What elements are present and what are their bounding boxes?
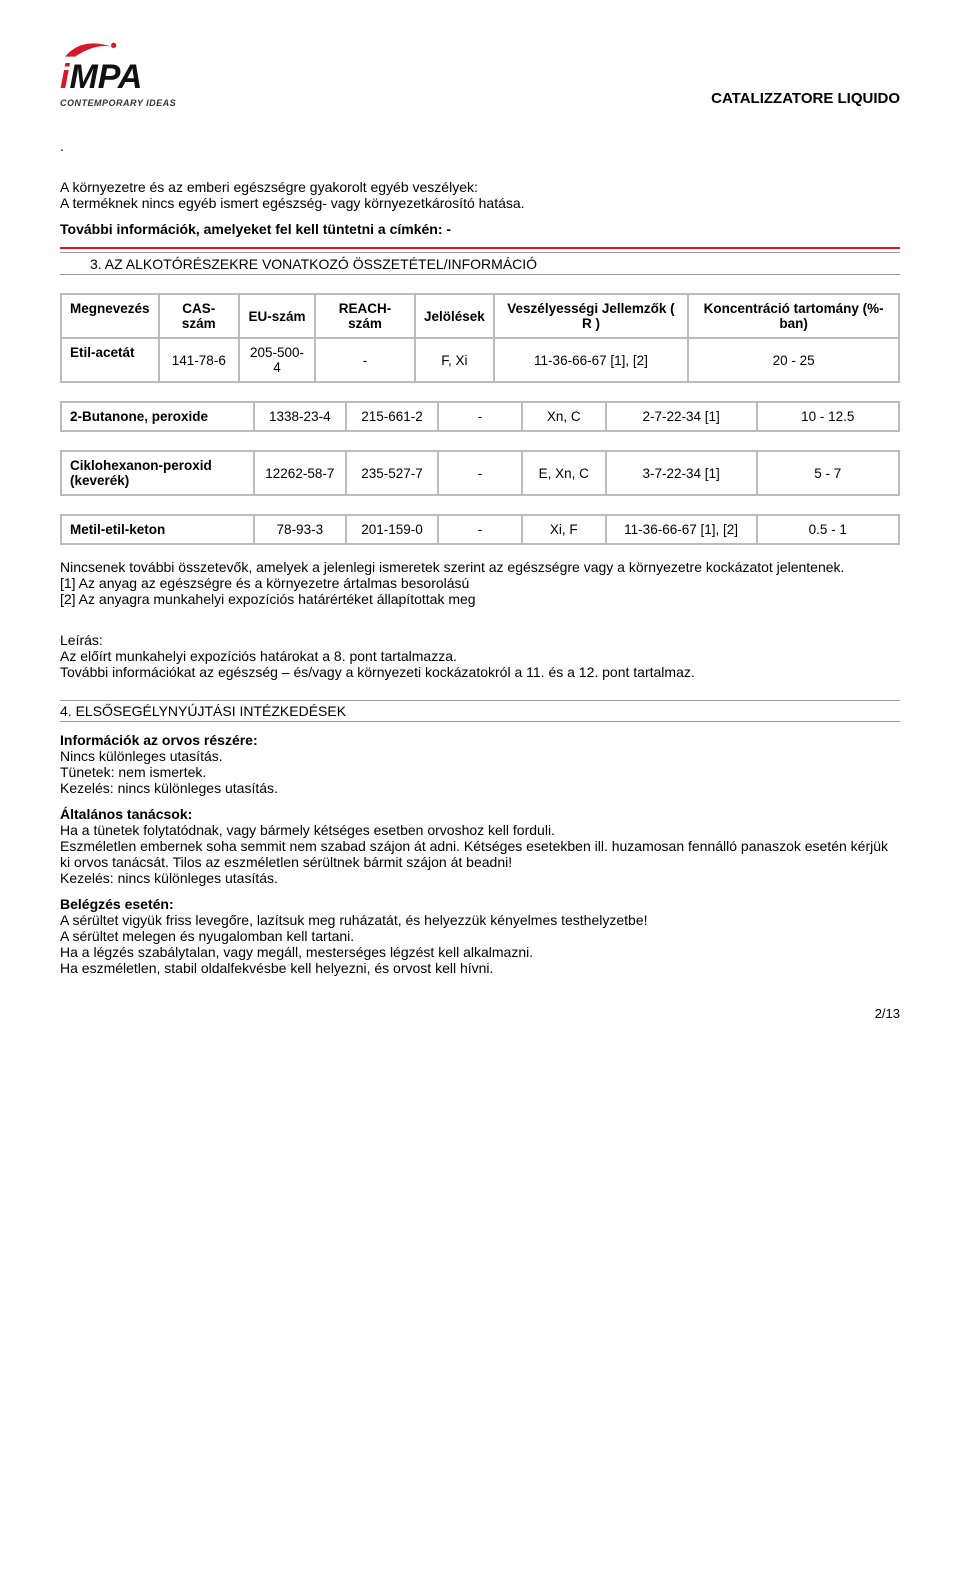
table-row: 2-Butanone, peroxide 1338-23-4 215-661-2… bbox=[61, 402, 899, 431]
inhalation-heading: Belégzés esetén: bbox=[60, 896, 900, 912]
further-info-line: További információk, amelyeket fel kell … bbox=[60, 221, 900, 237]
inhalation-line4: Ha eszméletlen, stabil oldalfekvésbe kel… bbox=[60, 960, 900, 976]
col-hazard: Veszélyességi Jellemzők ( R ) bbox=[494, 294, 688, 338]
inhalation-block: Belégzés esetén: A sérültet vigyük friss… bbox=[60, 896, 900, 976]
cell-symbols: Xi, F bbox=[522, 515, 606, 544]
swoosh-icon bbox=[60, 40, 130, 60]
cell-eu: 215-661-2 bbox=[346, 402, 438, 431]
cell-cas: 1338-23-4 bbox=[254, 402, 346, 431]
header: iMPA CONTEMPORARY IDEAS CATALIZZATORE LI… bbox=[60, 40, 900, 108]
general-line2: Eszméletlen embernek soha semmit nem sza… bbox=[60, 838, 900, 870]
leading-dot: . bbox=[60, 138, 900, 154]
general-advice-block: Általános tanácsok: Ha a tünetek folytat… bbox=[60, 806, 900, 886]
general-line1: Ha a tünetek folytatódnak, vagy bármely … bbox=[60, 822, 900, 838]
env-hazard-para: A környezetre és az emberi egészségre gy… bbox=[60, 179, 900, 211]
desc-line2: További információkat az egészség – és/v… bbox=[60, 664, 900, 680]
cell-symbols: F, Xi bbox=[415, 338, 494, 382]
doctor-heading: Információk az orvos részére: bbox=[60, 732, 900, 748]
cell-eu: 205-500-4 bbox=[239, 338, 315, 382]
doctor-line3: Kezelés: nincs különleges utasítás. bbox=[60, 780, 900, 796]
cell-cas: 78-93-3 bbox=[254, 515, 346, 544]
logo-text: iMPA bbox=[60, 60, 176, 94]
col-reach: REACH-szám bbox=[315, 294, 415, 338]
description-block: Leírás: Az előírt munkahelyi expozíciós … bbox=[60, 632, 900, 680]
desc-label: Leírás: bbox=[60, 632, 900, 648]
composition-table-1: Megnevezés CAS-szám EU-szám REACH-szám J… bbox=[60, 293, 900, 383]
table-header-row: Megnevezés CAS-szám EU-szám REACH-szám J… bbox=[61, 294, 899, 338]
cell-eu: 235-527-7 bbox=[346, 451, 438, 495]
cell-reach: - bbox=[315, 338, 415, 382]
inhalation-line1: A sérültet vigyük friss levegőre, lazíts… bbox=[60, 912, 900, 928]
cell-reach: - bbox=[438, 451, 522, 495]
cell-cas: 12262-58-7 bbox=[254, 451, 346, 495]
logo-tagline: CONTEMPORARY IDEAS bbox=[60, 98, 176, 108]
section4-bar: 4. ELSŐSEGÉLYNYÚJTÁSI INTÉZKEDÉSEK bbox=[60, 700, 900, 722]
cell-name: Metil-etil-keton bbox=[61, 515, 254, 544]
cell-eu: 201-159-0 bbox=[346, 515, 438, 544]
section4-title: 4. ELSŐSEGÉLYNYÚJTÁSI INTÉZKEDÉSEK bbox=[60, 703, 346, 719]
table-row: Etil-acetát 141-78-6 205-500-4 - F, Xi 1… bbox=[61, 338, 899, 382]
col-name: Megnevezés bbox=[61, 294, 159, 338]
env-hazard-line1: A környezetre és az emberi egészségre gy… bbox=[60, 179, 478, 195]
cell-hazard: 11-36-66-67 [1], [2] bbox=[494, 338, 688, 382]
section3-title: 3. AZ ALKOTÓRÉSZEKRE VONATKOZÓ ÖSSZETÉTE… bbox=[90, 256, 537, 272]
cell-hazard: 11-36-66-67 [1], [2] bbox=[606, 515, 757, 544]
cell-conc: 10 - 12.5 bbox=[757, 402, 900, 431]
inhalation-line3: Ha a légzés szabálytalan, vagy megáll, m… bbox=[60, 944, 900, 960]
cell-name: 2-Butanone, peroxide bbox=[61, 402, 254, 431]
cell-symbols: E, Xn, C bbox=[522, 451, 606, 495]
document-title: CATALIZZATORE LIQUIDO bbox=[711, 90, 900, 107]
cell-hazard: 2-7-22-34 [1] bbox=[606, 402, 757, 431]
cell-name: Etil-acetát bbox=[61, 338, 159, 382]
col-symbols: Jelölések bbox=[415, 294, 494, 338]
footnote-intro: Nincsenek további összetevők, amelyek a … bbox=[60, 559, 900, 575]
logo-letters-mpa: MPA bbox=[69, 58, 142, 96]
footnote-1: [1] Az anyag az egészségre és a környeze… bbox=[60, 575, 900, 591]
doctor-info-block: Információk az orvos részére: Nincs külö… bbox=[60, 732, 900, 796]
col-conc: Koncentráció tartomány (%-ban) bbox=[688, 294, 899, 338]
composition-table-4: Metil-etil-keton 78-93-3 201-159-0 - Xi,… bbox=[60, 514, 900, 545]
inhalation-line2: A sérültet melegen és nyugalomban kell t… bbox=[60, 928, 900, 944]
table-row: Ciklohexanon-peroxid (keverék) 12262-58-… bbox=[61, 451, 899, 495]
doctor-line2: Tünetek: nem ismertek. bbox=[60, 764, 900, 780]
cell-cas: 141-78-6 bbox=[159, 338, 240, 382]
col-cas: CAS-szám bbox=[159, 294, 240, 338]
env-hazard-line2: A terméknek nincs egyéb ismert egészség-… bbox=[60, 195, 525, 211]
cell-hazard: 3-7-22-34 [1] bbox=[606, 451, 757, 495]
table-row: Metil-etil-keton 78-93-3 201-159-0 - Xi,… bbox=[61, 515, 899, 544]
general-heading: Általános tanácsok: bbox=[60, 806, 900, 822]
col-eu: EU-szám bbox=[239, 294, 315, 338]
desc-line1: Az előírt munkahelyi expozíciós határoka… bbox=[60, 648, 900, 664]
composition-table-3: Ciklohexanon-peroxid (keverék) 12262-58-… bbox=[60, 450, 900, 496]
footnote-2: [2] Az anyagra munkahelyi expozíciós hat… bbox=[60, 591, 900, 607]
cell-conc: 20 - 25 bbox=[688, 338, 899, 382]
cell-symbols: Xn, C bbox=[522, 402, 606, 431]
section3-bar: 3. AZ ALKOTÓRÉSZEKRE VONATKOZÓ ÖSSZETÉTE… bbox=[60, 253, 900, 275]
cell-name: Ciklohexanon-peroxid (keverék) bbox=[61, 451, 254, 495]
cell-reach: - bbox=[438, 402, 522, 431]
logo: iMPA CONTEMPORARY IDEAS bbox=[60, 40, 176, 108]
general-line3: Kezelés: nincs különleges utasítás. bbox=[60, 870, 900, 886]
page-number: 2/13 bbox=[60, 1006, 900, 1021]
footnotes-block: Nincsenek további összetevők, amelyek a … bbox=[60, 559, 900, 607]
cell-conc: 5 - 7 bbox=[757, 451, 900, 495]
cell-reach: - bbox=[438, 515, 522, 544]
doctor-line1: Nincs különleges utasítás. bbox=[60, 748, 900, 764]
cell-conc: 0.5 - 1 bbox=[757, 515, 900, 544]
composition-table-2: 2-Butanone, peroxide 1338-23-4 215-661-2… bbox=[60, 401, 900, 432]
